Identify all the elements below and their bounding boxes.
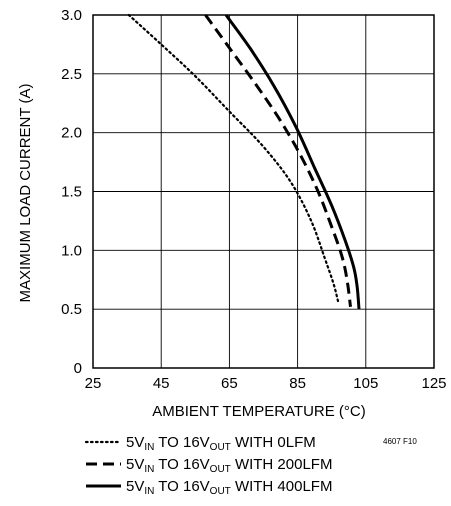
plot-frame xyxy=(92,14,435,369)
grid xyxy=(93,15,434,368)
x-tick-label: 105 xyxy=(353,375,378,392)
y-tick-label: 2.5 xyxy=(61,66,82,83)
series-lines xyxy=(127,13,361,310)
x-tick-label: 25 xyxy=(85,375,102,392)
x-tick-labels: 25 45 65 85 105 125 xyxy=(85,375,447,392)
x-tick-label: 85 xyxy=(289,375,306,392)
y-tick-labels: 0 0.5 1.0 1.5 2.0 2.5 3.0 xyxy=(61,7,82,377)
x-tick-label: 125 xyxy=(421,375,446,392)
y-tick-label: 1.5 xyxy=(61,184,82,201)
series-line-solid xyxy=(224,14,361,310)
legend-entry: 5VIN TO 16VOUT WITH 0LFM xyxy=(126,434,316,453)
series-line-dotted xyxy=(127,13,340,305)
legend-entry: 5VIN TO 16VOUT WITH 400LFM xyxy=(126,478,332,497)
y-axis-title: MAXIMUM LOAD CURRENT (A) xyxy=(17,84,34,303)
series-line-dashed xyxy=(204,14,352,307)
y-tick-label: 0 xyxy=(74,360,82,377)
y-tick-label: 2.0 xyxy=(61,125,82,142)
y-tick-label: 1.0 xyxy=(61,242,82,259)
legend: 5VIN TO 16VOUT WITH 0LFM 5VIN TO 16VOUT W… xyxy=(84,434,332,497)
y-tick-label: 3.0 xyxy=(61,7,82,24)
y-tick-label: 0.5 xyxy=(61,301,82,318)
x-axis-title: AMBIENT TEMPERATURE (°C) xyxy=(152,403,366,420)
figure-id: 4607 F10 xyxy=(383,437,417,446)
legend-entry: 5VIN TO 16VOUT WITH 200LFM xyxy=(126,456,332,475)
x-tick-label: 45 xyxy=(153,375,170,392)
x-tick-label: 65 xyxy=(221,375,238,392)
